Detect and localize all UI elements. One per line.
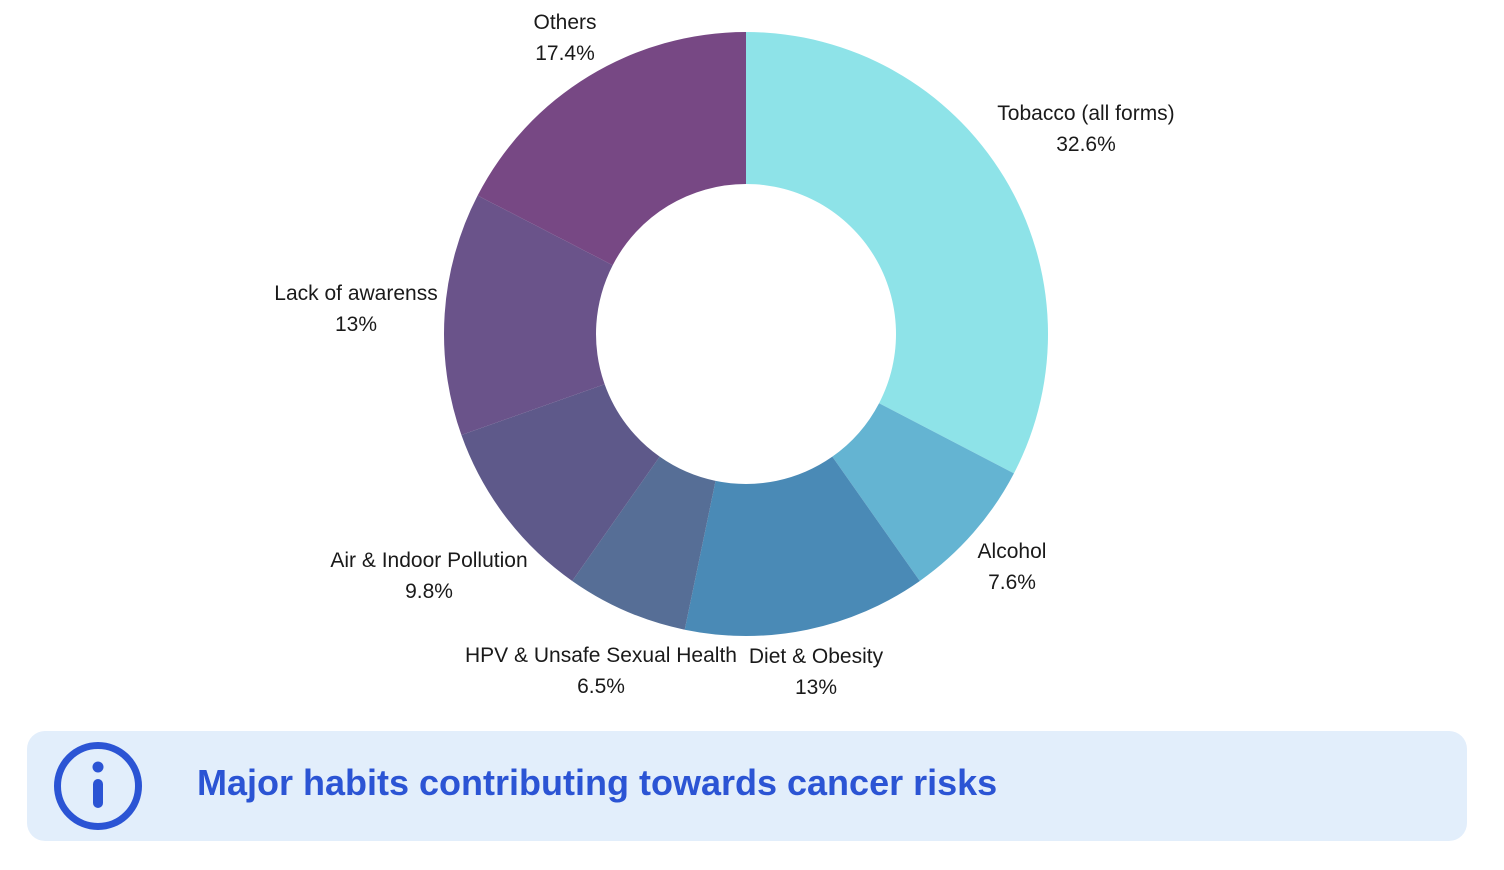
slice-value-label-0: 32.6%	[1056, 133, 1116, 156]
donut-slices	[444, 32, 1048, 636]
slice-category-label-0: Tobacco (all forms)	[997, 102, 1174, 125]
banner-title: Major habits contributing towards cancer…	[197, 762, 998, 803]
slice-category-label-1: Alcohol	[978, 540, 1047, 563]
slice-1	[832, 403, 1014, 581]
slice-5	[444, 195, 613, 436]
slice-0	[746, 32, 1048, 474]
slice-category-label-5: Lack of awarenss	[274, 282, 437, 305]
slice-category-label-6: Others	[533, 11, 596, 34]
info-icon	[54, 742, 142, 830]
slice-value-label-3: 6.5%	[577, 675, 625, 698]
slice-category-label-4: Air & Indoor Pollution	[330, 549, 527, 572]
slice-2	[684, 456, 920, 636]
slice-6	[477, 32, 746, 266]
slice-3	[572, 456, 716, 630]
slice-value-label-1: 7.6%	[988, 571, 1036, 594]
slice-value-label-4: 9.8%	[405, 580, 453, 603]
slice-category-label-2: Diet & Obesity	[749, 645, 884, 668]
slice-value-label-2: 13%	[795, 676, 837, 699]
donut-labels: Tobacco (all forms) 32.6% Alcohol 7.6% Diet …	[274, 11, 1174, 699]
donut-chart: Tobacco (all forms) 32.6% Alcohol 7.6% Diet …	[274, 11, 1174, 699]
info-banner: Major habits contributing towards cancer…	[27, 731, 1467, 841]
slice-4	[461, 384, 660, 581]
slice-category-label-3: HPV & Unsafe Sexual Health	[465, 644, 737, 667]
slice-value-label-5: 13%	[335, 313, 377, 336]
slice-value-label-6: 17.4%	[535, 42, 595, 65]
